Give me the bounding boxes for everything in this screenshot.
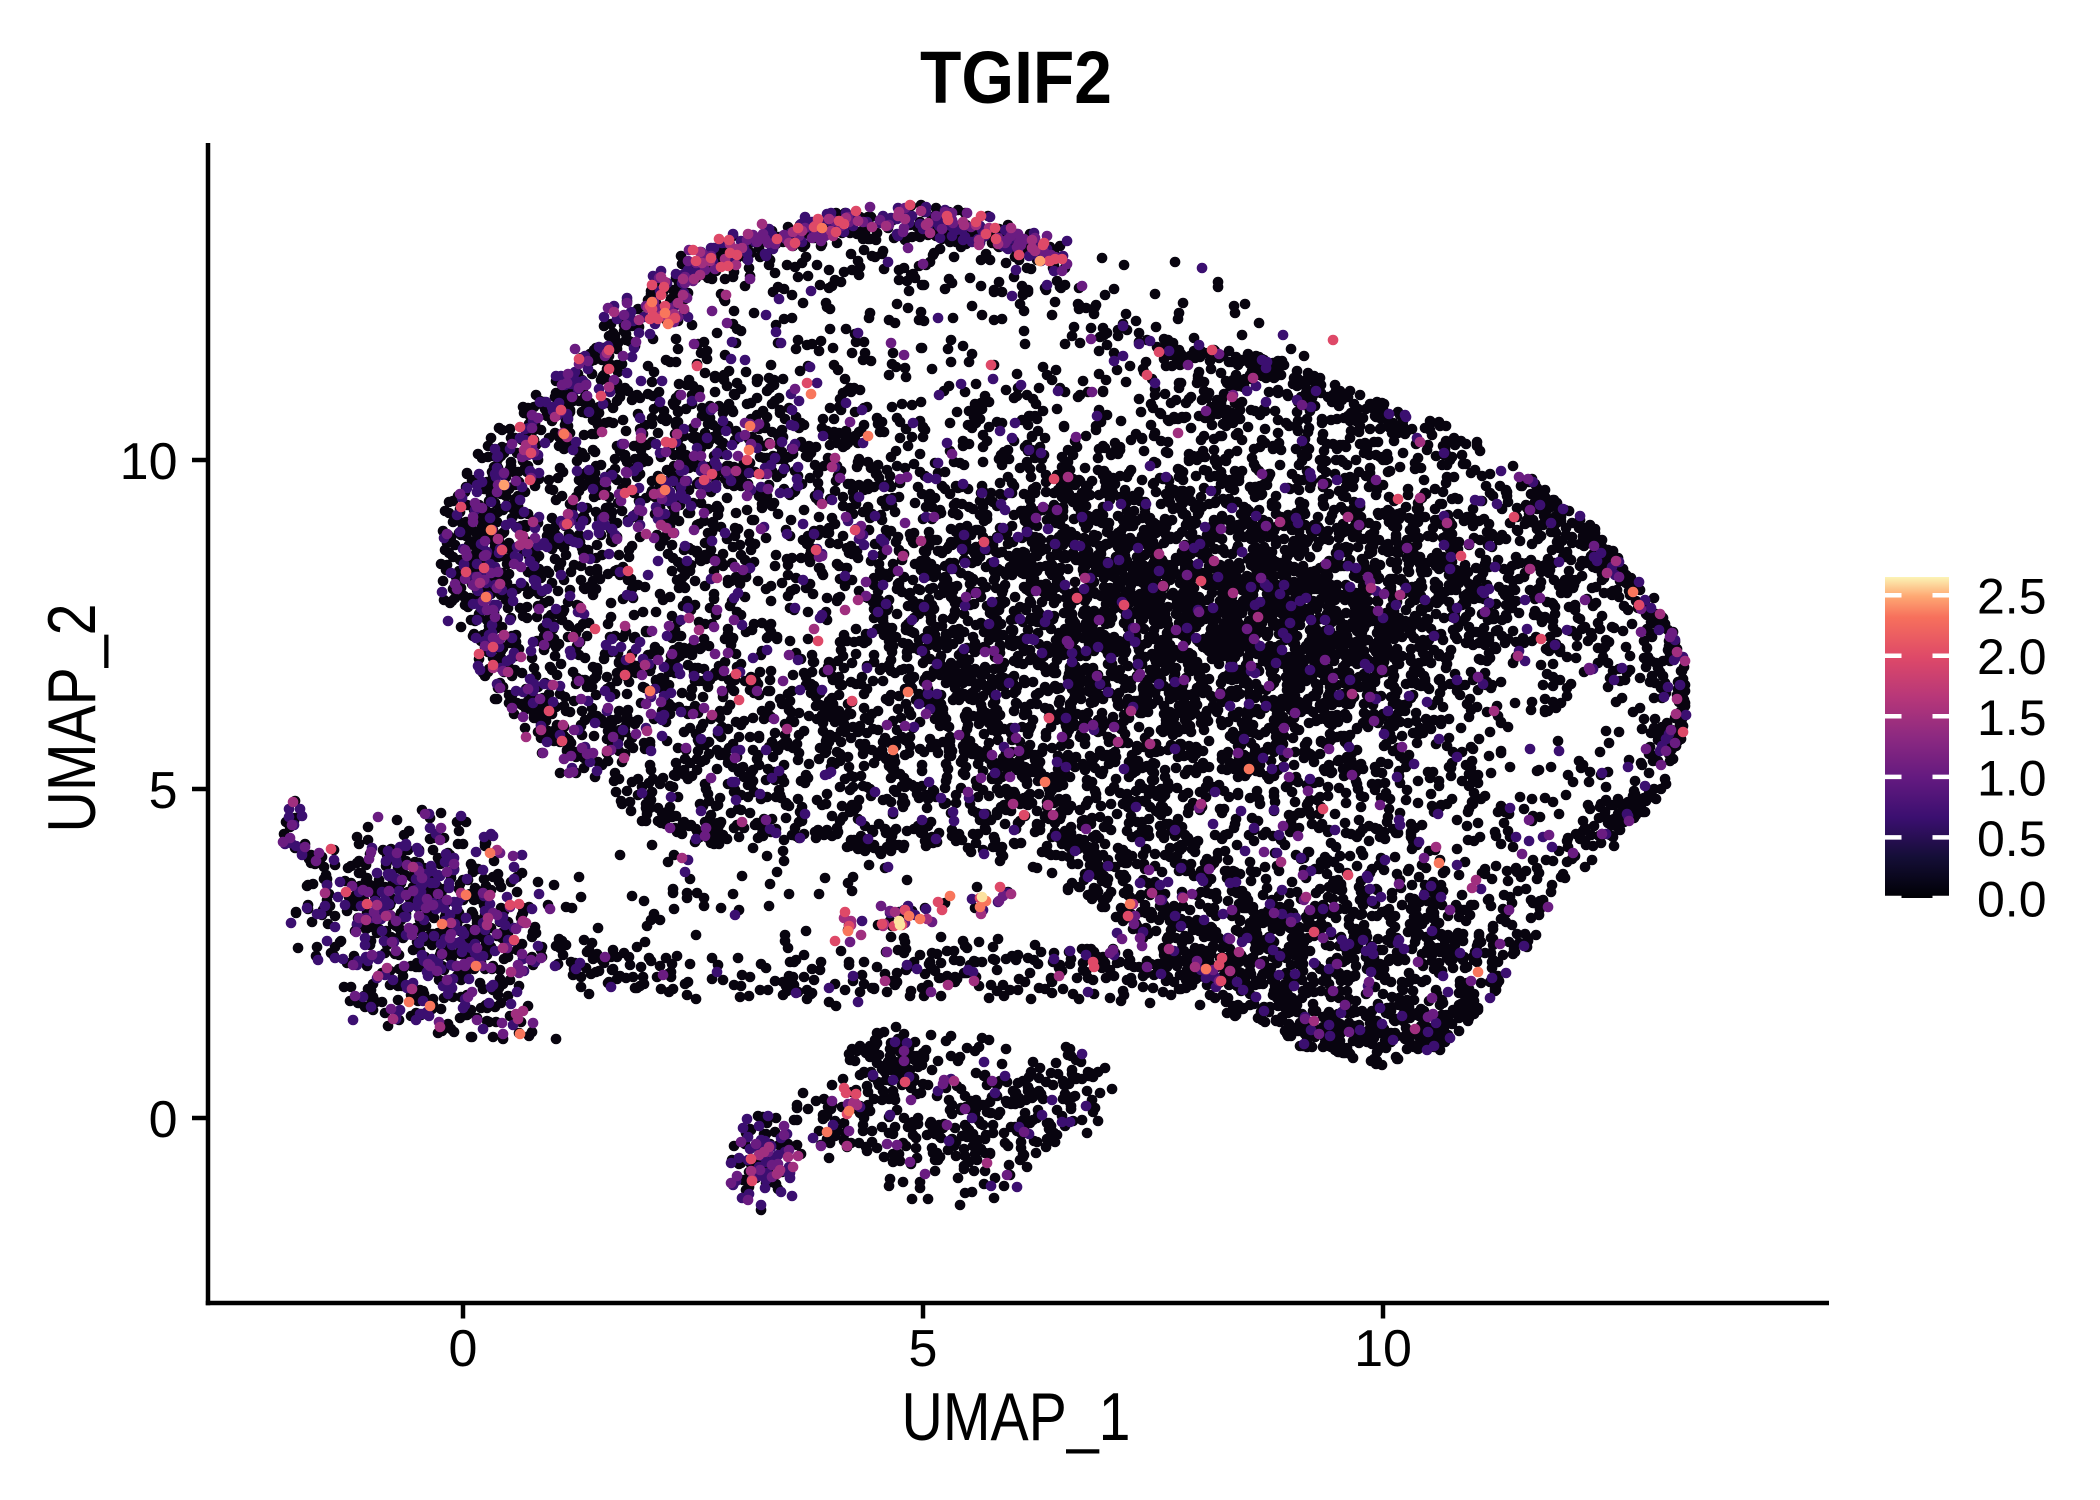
svg-text:1.0: 1.0 [1977, 750, 2047, 806]
svg-text:TGIF2: TGIF2 [920, 36, 1112, 119]
svg-text:10: 10 [120, 433, 178, 491]
svg-text:0.0: 0.0 [1977, 872, 2047, 928]
svg-text:2.5: 2.5 [1977, 569, 2047, 625]
svg-text:UMAP_1: UMAP_1 [902, 1379, 1131, 1455]
svg-text:1.5: 1.5 [1977, 690, 2047, 746]
svg-text:0: 0 [449, 1320, 478, 1378]
svg-text:2.0: 2.0 [1977, 629, 2047, 685]
svg-text:5: 5 [909, 1320, 938, 1378]
svg-text:10: 10 [1354, 1320, 1412, 1378]
svg-text:UMAP_2: UMAP_2 [34, 604, 110, 833]
svg-text:0.5: 0.5 [1977, 811, 2047, 867]
svg-text:0: 0 [149, 1091, 178, 1149]
svg-text:5: 5 [149, 762, 178, 820]
